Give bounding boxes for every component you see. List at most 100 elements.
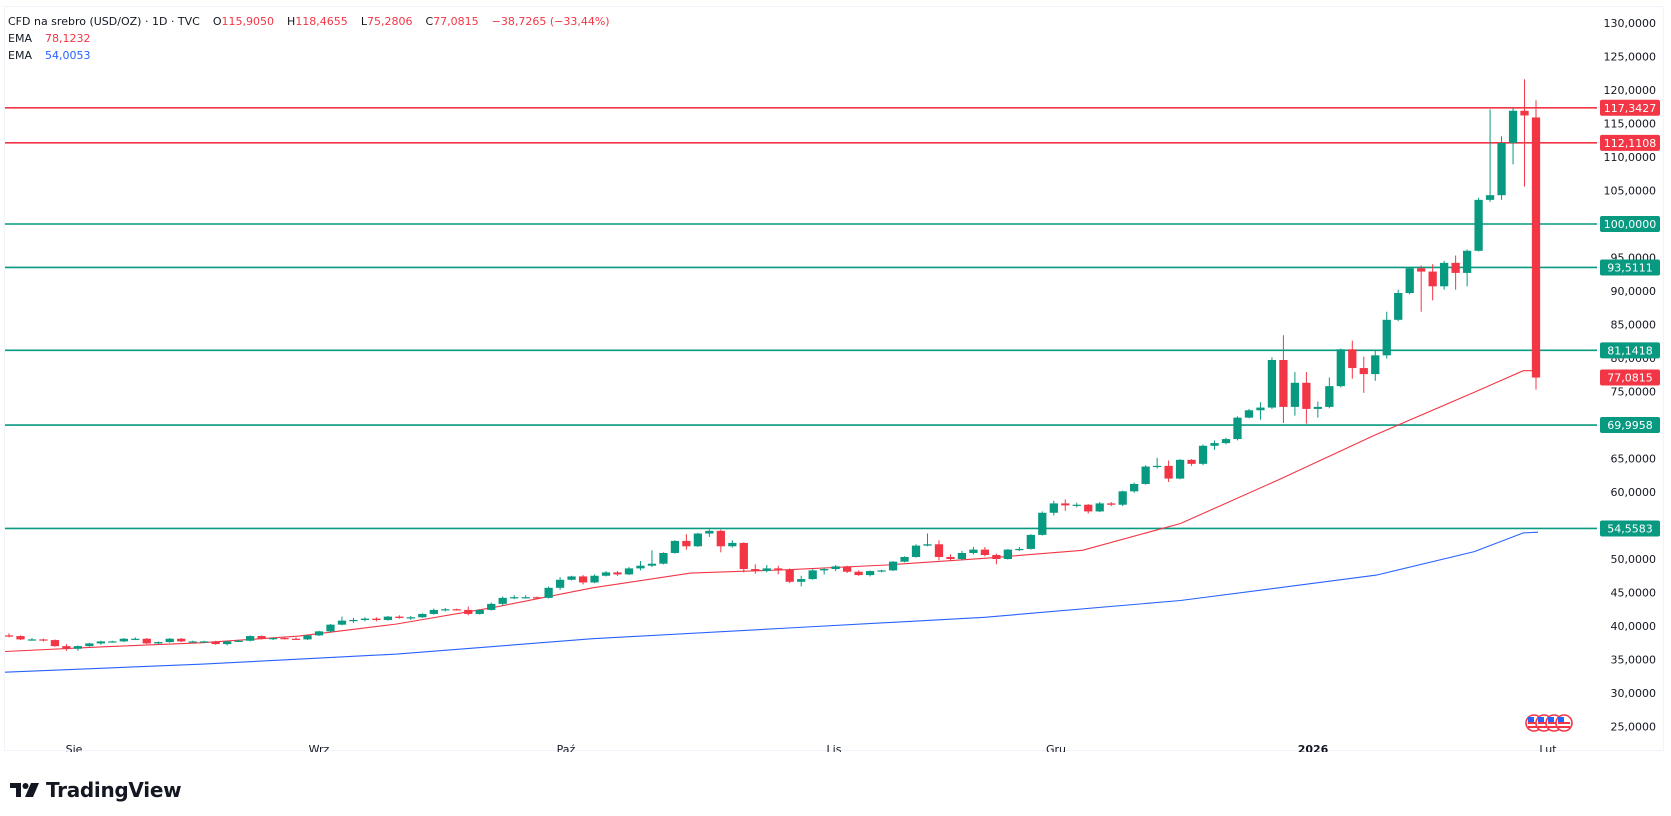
candle[interactable] [1107,503,1116,505]
candle[interactable] [785,569,794,582]
candle[interactable] [326,624,335,632]
candle[interactable] [1485,195,1495,200]
candle[interactable] [510,597,519,599]
candle[interactable] [16,636,25,640]
candle[interactable] [544,587,553,598]
candle[interactable] [1038,512,1047,535]
candle[interactable] [992,554,1001,559]
candle[interactable] [957,552,967,559]
candle[interactable] [1405,268,1414,294]
candle[interactable] [613,572,622,575]
candle[interactable] [429,609,438,614]
candle[interactable] [969,549,978,553]
candle[interactable] [314,631,324,636]
candle[interactable] [223,641,232,645]
candle[interactable] [624,568,634,575]
candle[interactable] [360,618,370,620]
candle[interactable] [601,572,611,576]
candle[interactable] [555,579,565,588]
candle[interactable] [1003,549,1012,559]
candle[interactable] [452,609,461,611]
candle[interactable] [1371,355,1380,375]
candle[interactable] [1451,262,1460,273]
candle[interactable] [1474,199,1483,251]
candle[interactable] [1497,142,1506,196]
candle[interactable] [751,569,760,572]
candle[interactable] [1313,406,1322,409]
candle[interactable] [1348,349,1357,369]
candle[interactable] [659,552,668,564]
candle[interactable] [739,542,748,570]
candle[interactable] [1187,459,1196,464]
candle[interactable] [1015,548,1024,551]
candle[interactable] [774,568,783,570]
candle[interactable] [1026,534,1035,549]
candle[interactable] [27,639,37,641]
candle[interactable] [670,540,680,553]
candle[interactable] [1210,443,1219,446]
candle[interactable] [188,641,197,643]
indicator-ema-slow[interactable]: EMA 54,0053 [8,47,610,64]
time-axis[interactable]: Sie Wrz Paź Lis Gru 2026 Lut [66,743,1558,752]
candle[interactable] [705,530,714,534]
candle[interactable] [1359,368,1368,375]
candle[interactable] [647,563,657,566]
candle[interactable] [1164,465,1173,479]
candle[interactable] [142,638,151,644]
candle[interactable] [1382,319,1391,356]
candle[interactable] [1130,483,1139,492]
candle[interactable] [716,530,725,547]
candle[interactable] [1279,360,1288,407]
candle[interactable] [1290,382,1300,407]
candle[interactable] [498,597,507,604]
candle[interactable] [1141,466,1150,484]
candle[interactable] [234,640,243,642]
candle[interactable] [1152,465,1162,468]
candle[interactable] [487,603,496,610]
candle[interactable] [1061,503,1070,506]
candle[interactable] [50,640,60,647]
candle[interactable] [1267,360,1277,408]
candle[interactable] [73,646,83,649]
candle[interactable] [888,561,898,571]
candle[interactable] [475,609,484,614]
candle[interactable] [1428,271,1437,287]
candle[interactable] [211,641,220,645]
candle[interactable] [131,638,140,640]
us-flag-events-icon[interactable] [1525,714,1573,732]
candle[interactable] [797,579,806,582]
candle[interactable] [39,639,48,641]
candle[interactable] [1049,503,1058,513]
candle[interactable] [521,597,530,599]
candle[interactable] [383,616,393,620]
indicator-ema-fast[interactable]: EMA 78,1232 [8,30,610,47]
candle[interactable] [1325,386,1334,407]
candle[interactable] [831,566,840,570]
candle[interactable] [418,613,427,618]
candle[interactable] [728,542,737,547]
candle[interactable] [762,568,771,572]
candle[interactable] [303,635,312,640]
candle[interactable] [1336,349,1345,387]
candle[interactable] [911,545,921,557]
candle[interactable] [934,544,944,557]
candle[interactable] [1221,439,1231,444]
candle[interactable] [1440,262,1449,287]
candle[interactable] [1302,382,1311,409]
candle[interactable] [1256,407,1265,411]
candle[interactable] [820,569,829,571]
candle[interactable] [636,565,645,569]
candle[interactable] [154,642,163,644]
candle[interactable] [1531,117,1541,378]
candle[interactable] [1233,417,1242,440]
candle[interactable] [1520,110,1529,116]
candle[interactable] [842,566,852,572]
candle[interactable] [1417,268,1426,272]
candle[interactable] [1118,491,1127,505]
candle[interactable] [900,556,909,562]
tradingview-logo[interactable]: TradingView [10,777,182,803]
candle[interactable] [108,641,117,643]
candle[interactable] [200,641,209,643]
candle[interactable] [349,619,358,622]
price-axis[interactable]: 130,0000 125,0000 120,0000 115,0000 110,0000… [1600,17,1660,734]
